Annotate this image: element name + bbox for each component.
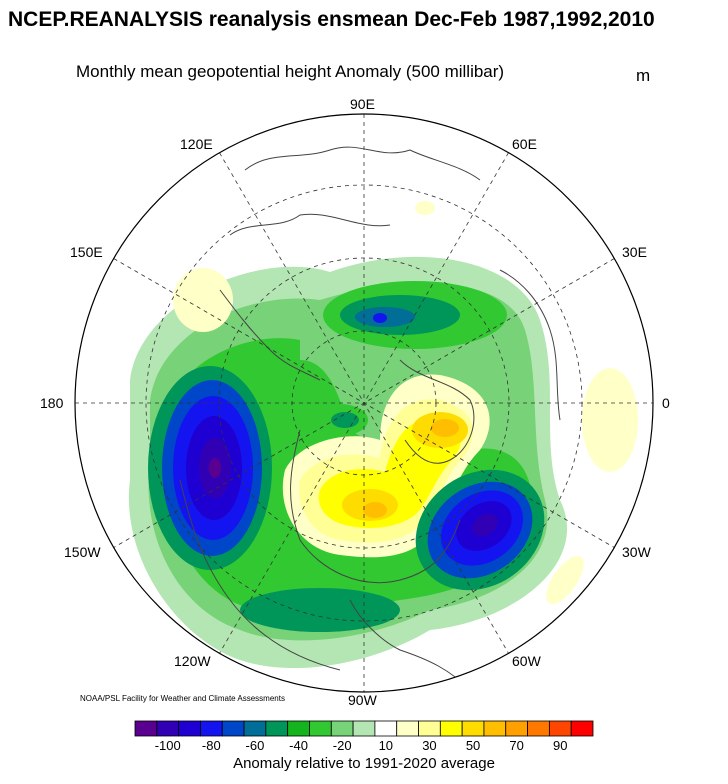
lon-label-180: 180 — [40, 395, 64, 411]
colorbar-swatch — [134, 720, 158, 737]
colorbar-swatch — [265, 720, 289, 737]
coastlines — [179, 146, 561, 691]
colorbar-swatch — [243, 720, 267, 737]
colorbar-tick-label: -40 — [289, 738, 308, 753]
colorbar-swatch — [309, 720, 332, 737]
colorbar-tick-label: 70 — [509, 738, 524, 753]
colorbar-swatch — [200, 720, 223, 737]
colorbar-swatch — [527, 720, 550, 737]
colorbar-swatch — [352, 720, 376, 737]
map-boundary — [74, 113, 654, 693]
colorbar-swatch — [418, 720, 441, 737]
colorbar-tick-label: 10 — [378, 738, 394, 753]
colorbar-tick-label: -60 — [245, 738, 265, 753]
colorbar-swatch — [374, 720, 398, 737]
colorbar-swatch — [156, 720, 180, 737]
colorbar-tick-label: 50 — [465, 738, 481, 753]
colorbar-swatch — [287, 720, 310, 737]
colorbar-swatch — [439, 720, 463, 737]
colorbar-swatch — [570, 720, 594, 737]
colorbar-swatch — [330, 720, 354, 737]
lon-label-30w: 30W — [622, 544, 651, 560]
colorbar-tick-label: -20 — [332, 738, 352, 753]
lon-label-60e: 60E — [512, 136, 537, 152]
lon-label-60w: 60W — [512, 653, 541, 669]
lon-label-150w: 150W — [64, 544, 101, 560]
lon-label-120e: 120E — [180, 136, 213, 152]
colorbar-tick-label: -100 — [154, 738, 181, 753]
colorbar-tick-label: 90 — [553, 738, 568, 753]
page-title: NCEP.REANALYSIS reanalysis ensmean Dec-F… — [8, 8, 655, 31]
graticule — [75, 114, 653, 692]
plot-subtitle: Monthly mean geopotential height Anomaly… — [76, 62, 505, 81]
colorbar-swatch — [178, 720, 201, 737]
lon-label-120w: 120W — [174, 653, 211, 669]
units-label: m — [636, 66, 651, 85]
colorbar-caption: Anomaly relative to 1991-2020 average — [233, 755, 495, 772]
colorbar-swatch — [483, 720, 507, 737]
colorbar-swatch — [396, 720, 419, 737]
credit-text: NOAA/PSL Facility for Weather and Climat… — [80, 694, 285, 703]
colorbar-tick-label: -80 — [201, 738, 221, 753]
colorbar-swatch — [461, 720, 485, 737]
lon-label-30e: 30E — [622, 244, 647, 260]
colorbar-tick-label: 30 — [422, 738, 437, 753]
lon-label-0: 0 — [662, 395, 670, 411]
anomaly-field — [75, 114, 653, 692]
colorbar-swatch — [548, 720, 572, 737]
lon-label-90e: 90E — [350, 96, 375, 112]
lon-label-150e: 150E — [70, 244, 103, 260]
colorbar-swatch — [221, 720, 245, 737]
colorbar-swatch — [505, 720, 528, 737]
lon-label-90w: 90W — [348, 692, 377, 708]
